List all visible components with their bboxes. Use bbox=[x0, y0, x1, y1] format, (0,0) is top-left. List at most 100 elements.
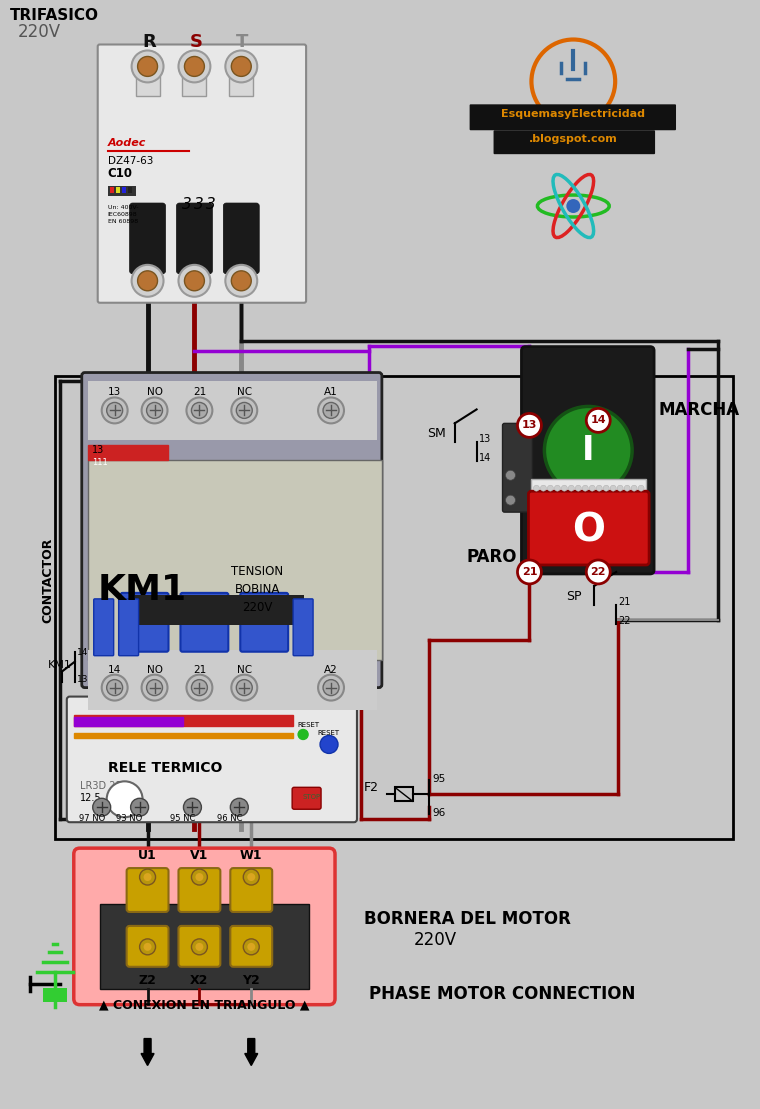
Circle shape bbox=[106, 680, 122, 695]
FancyBboxPatch shape bbox=[493, 130, 655, 154]
Circle shape bbox=[106, 782, 143, 817]
Bar bbox=[128, 187, 131, 193]
FancyBboxPatch shape bbox=[180, 593, 228, 652]
Circle shape bbox=[192, 939, 207, 955]
Bar bbox=[87, 460, 382, 660]
Circle shape bbox=[540, 486, 546, 491]
Circle shape bbox=[568, 486, 575, 491]
Bar bbox=[74, 714, 293, 726]
Circle shape bbox=[323, 680, 339, 695]
FancyBboxPatch shape bbox=[179, 868, 220, 912]
Bar bbox=[531, 479, 646, 496]
Text: NC: NC bbox=[236, 387, 252, 397]
Circle shape bbox=[236, 403, 252, 418]
Text: IEC60898: IEC60898 bbox=[108, 212, 138, 217]
Text: V1: V1 bbox=[190, 849, 208, 862]
Circle shape bbox=[185, 57, 204, 77]
Circle shape bbox=[575, 486, 581, 491]
Text: 3: 3 bbox=[182, 197, 192, 212]
Circle shape bbox=[93, 798, 111, 816]
Circle shape bbox=[131, 798, 148, 816]
Text: PHASE MOTOR CONNECTION: PHASE MOTOR CONNECTION bbox=[369, 985, 635, 1003]
Circle shape bbox=[518, 560, 541, 584]
Circle shape bbox=[131, 51, 163, 82]
Text: Un: 400V-: Un: 400V- bbox=[108, 205, 138, 210]
Text: 13: 13 bbox=[108, 387, 122, 397]
Text: TENSION
BOBINA
220V: TENSION BOBINA 220V bbox=[231, 564, 283, 614]
Circle shape bbox=[186, 674, 212, 701]
Bar bbox=[55, 376, 733, 840]
Circle shape bbox=[144, 943, 151, 950]
Text: 13: 13 bbox=[77, 674, 88, 683]
Text: SM: SM bbox=[427, 427, 445, 440]
Text: Z2: Z2 bbox=[138, 974, 157, 987]
Bar bbox=[182, 77, 207, 96]
Circle shape bbox=[141, 674, 167, 701]
Circle shape bbox=[631, 486, 637, 491]
Circle shape bbox=[610, 486, 616, 491]
Circle shape bbox=[589, 486, 595, 491]
Text: O: O bbox=[572, 511, 605, 549]
Text: BORNERA DEL MOTOR: BORNERA DEL MOTOR bbox=[364, 909, 571, 928]
Circle shape bbox=[554, 486, 560, 491]
FancyBboxPatch shape bbox=[470, 104, 676, 130]
Text: 22: 22 bbox=[618, 615, 631, 625]
Circle shape bbox=[141, 397, 167, 424]
Text: DZ47-63: DZ47-63 bbox=[108, 156, 153, 166]
Circle shape bbox=[230, 798, 249, 816]
FancyBboxPatch shape bbox=[230, 868, 272, 912]
Bar bbox=[87, 446, 167, 460]
Text: RELE TERMICO: RELE TERMICO bbox=[108, 762, 222, 775]
Text: I: I bbox=[582, 434, 594, 467]
Text: 14: 14 bbox=[591, 416, 606, 426]
Circle shape bbox=[179, 265, 211, 297]
Text: .blogspot.com: .blogspot.com bbox=[529, 134, 618, 144]
Text: 220V: 220V bbox=[413, 930, 457, 949]
Text: 21: 21 bbox=[521, 567, 537, 577]
Circle shape bbox=[192, 680, 207, 695]
Text: 3: 3 bbox=[195, 197, 204, 212]
Circle shape bbox=[144, 873, 151, 881]
Circle shape bbox=[582, 486, 588, 491]
FancyBboxPatch shape bbox=[502, 424, 533, 512]
Text: 220V: 220V bbox=[18, 22, 61, 41]
FancyArrow shape bbox=[245, 1039, 258, 1066]
Circle shape bbox=[195, 873, 204, 881]
Circle shape bbox=[231, 674, 257, 701]
Text: 22: 22 bbox=[591, 567, 606, 577]
Text: KM1: KM1 bbox=[98, 573, 187, 607]
Text: EsquemasyElectricidad: EsquemasyElectricidad bbox=[502, 110, 645, 120]
Circle shape bbox=[186, 397, 212, 424]
Text: TRIFASICO: TRIFASICO bbox=[10, 8, 99, 22]
Text: 13: 13 bbox=[479, 435, 491, 445]
Text: Aodec: Aodec bbox=[108, 139, 146, 149]
Circle shape bbox=[225, 265, 257, 297]
Text: Y2: Y2 bbox=[242, 974, 260, 987]
Text: EN 60898: EN 60898 bbox=[108, 218, 138, 224]
Circle shape bbox=[247, 873, 255, 881]
Circle shape bbox=[624, 486, 630, 491]
Text: T: T bbox=[236, 33, 249, 51]
Text: 95: 95 bbox=[432, 774, 446, 784]
Text: 21: 21 bbox=[618, 597, 631, 607]
Bar bbox=[116, 187, 119, 193]
Text: RESET: RESET bbox=[317, 731, 339, 736]
FancyBboxPatch shape bbox=[121, 593, 169, 652]
Text: 14: 14 bbox=[479, 454, 491, 464]
Text: 13: 13 bbox=[522, 420, 537, 430]
FancyArrow shape bbox=[141, 1039, 154, 1066]
Bar bbox=[43, 988, 67, 1001]
Bar bbox=[100, 904, 309, 989]
Text: 96 NC: 96 NC bbox=[217, 814, 242, 823]
FancyBboxPatch shape bbox=[82, 373, 382, 688]
Circle shape bbox=[138, 57, 157, 77]
Circle shape bbox=[544, 406, 632, 495]
Circle shape bbox=[138, 271, 157, 291]
Circle shape bbox=[603, 486, 610, 491]
Circle shape bbox=[102, 674, 128, 701]
Text: 14: 14 bbox=[108, 664, 122, 674]
Circle shape bbox=[562, 486, 567, 491]
Circle shape bbox=[586, 560, 610, 584]
Text: S: S bbox=[189, 33, 202, 51]
FancyBboxPatch shape bbox=[230, 926, 272, 967]
